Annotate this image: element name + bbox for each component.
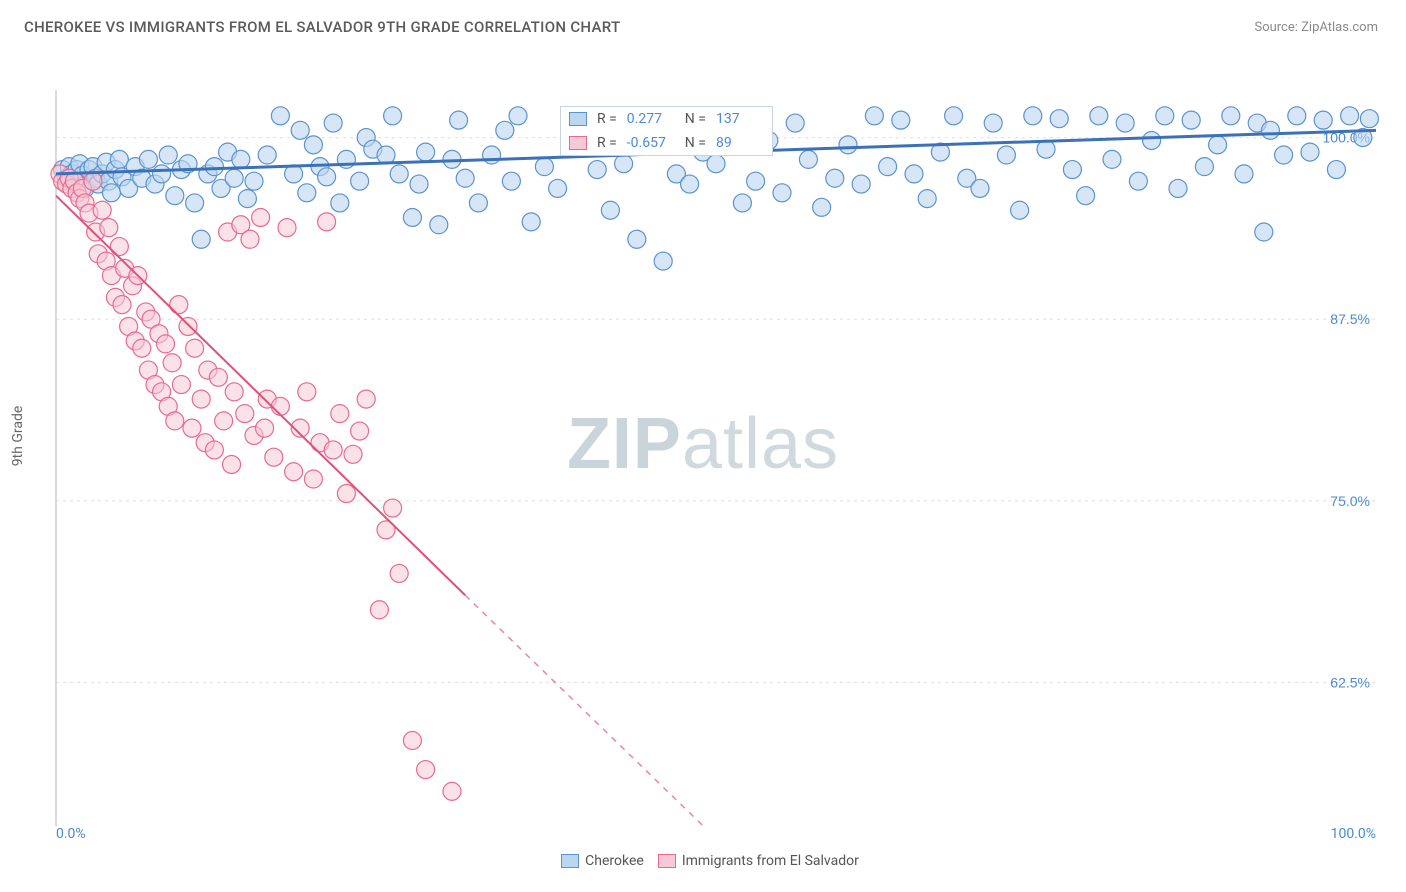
series-swatch bbox=[569, 112, 587, 126]
stat-value-n: 89 bbox=[716, 135, 764, 151]
correlation-stats-box: R = 0.277 N = 137 R = -0.657 N = 89 bbox=[560, 106, 773, 156]
scatter-plot: 62.5%75.0%87.5%100.0% bbox=[0, 46, 1406, 826]
stat-label-n: N = bbox=[685, 111, 706, 127]
stat-value-n: 137 bbox=[716, 111, 764, 127]
series-legend: Cherokee Immigrants from El Salvador bbox=[0, 846, 1406, 869]
y-axis-label: 9th Grade bbox=[10, 406, 26, 467]
stat-label-r: R = bbox=[597, 111, 617, 127]
source-attribution: Source: ZipAtlas.com bbox=[1254, 20, 1378, 35]
legend-label: Immigrants from El Salvador bbox=[682, 853, 859, 869]
legend-swatch bbox=[658, 854, 676, 868]
series-swatch bbox=[569, 136, 587, 150]
legend-label: Cherokee bbox=[585, 853, 644, 869]
svg-text:62.5%: 62.5% bbox=[1330, 674, 1370, 690]
chart-area: 9th Grade 62.5%75.0%87.5%100.0% ZIPatlas… bbox=[0, 46, 1406, 826]
x-min-label: 0.0% bbox=[56, 826, 86, 842]
stat-value-r: 0.277 bbox=[627, 111, 675, 127]
stat-row: R = -0.657 N = 89 bbox=[561, 131, 772, 155]
stat-label-n: N = bbox=[685, 135, 706, 151]
x-max-label: 100.0% bbox=[1331, 826, 1376, 842]
svg-text:75.0%: 75.0% bbox=[1330, 493, 1370, 509]
stat-value-r: -0.657 bbox=[627, 135, 675, 151]
svg-text:87.5%: 87.5% bbox=[1330, 311, 1370, 327]
chart-title: CHEROKEE VS IMMIGRANTS FROM EL SALVADOR … bbox=[24, 18, 620, 36]
stat-label-r: R = bbox=[597, 135, 617, 151]
legend-swatch bbox=[561, 854, 579, 868]
x-axis-extent-labels: 0.0% 100.0% bbox=[0, 826, 1406, 846]
stat-row: R = 0.277 N = 137 bbox=[561, 107, 772, 131]
